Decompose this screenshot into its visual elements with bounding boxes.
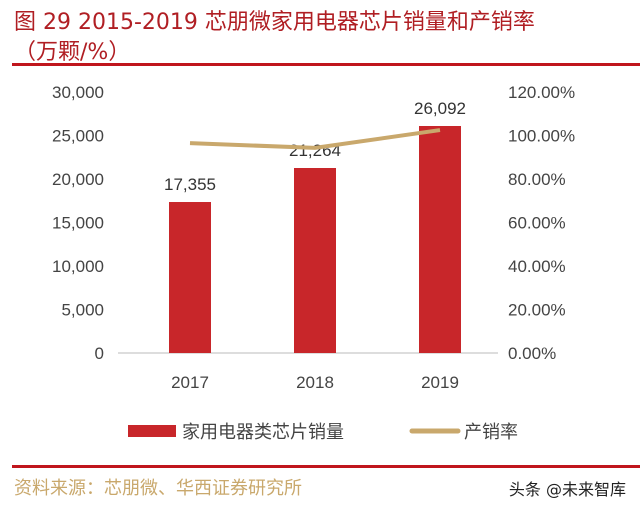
right-tick-label: 100.00% xyxy=(508,127,575,146)
x-tick-label: 2017 xyxy=(171,373,209,392)
right-tick-label: 40.00% xyxy=(508,257,566,276)
source-note: 资料来源：芯朋微、华西证券研究所 xyxy=(14,478,302,499)
legend-bar-swatch xyxy=(128,425,176,437)
bottom-divider xyxy=(12,465,640,468)
right-tick-label: 80.00% xyxy=(508,170,566,189)
left-tick-label: 5,000 xyxy=(61,301,104,320)
right-tick-label: 20.00% xyxy=(508,301,566,320)
left-tick-label: 25,000 xyxy=(52,127,104,146)
chart: 0 5,000 10,000 15,000 20,000 25,000 30,000 0.00… xyxy=(52,83,575,443)
bar-2019 xyxy=(419,125,461,353)
legend-line-label: 产销率 xyxy=(464,422,518,443)
bar-label: 17,355 xyxy=(164,175,216,194)
left-tick-label: 10,000 xyxy=(52,257,104,276)
right-tick-label: 60.00% xyxy=(508,214,566,233)
right-tick-label: 0.00% xyxy=(508,344,556,363)
watermark: 头条 @未来智库 xyxy=(508,480,626,499)
left-tick-label: 20,000 xyxy=(52,170,104,189)
legend-bar-label: 家用电器类芯片销量 xyxy=(182,422,344,443)
left-tick-label: 15,000 xyxy=(52,214,104,233)
top-divider xyxy=(12,63,640,66)
bar-2018 xyxy=(294,168,336,353)
chart-unit: （万颗/%） xyxy=(14,40,131,65)
right-tick-label: 120.00% xyxy=(508,83,575,102)
bar-label: 26,092 xyxy=(414,99,466,118)
bar-2017 xyxy=(169,202,211,353)
x-tick-label: 2019 xyxy=(421,373,459,392)
chart-title: 图 29 2015-2019 芯朋微家用电器芯片销量和产销率 xyxy=(14,10,535,35)
left-tick-label: 30,000 xyxy=(52,83,104,102)
x-tick-label: 2018 xyxy=(296,373,334,392)
left-tick-label: 0 xyxy=(95,344,104,363)
